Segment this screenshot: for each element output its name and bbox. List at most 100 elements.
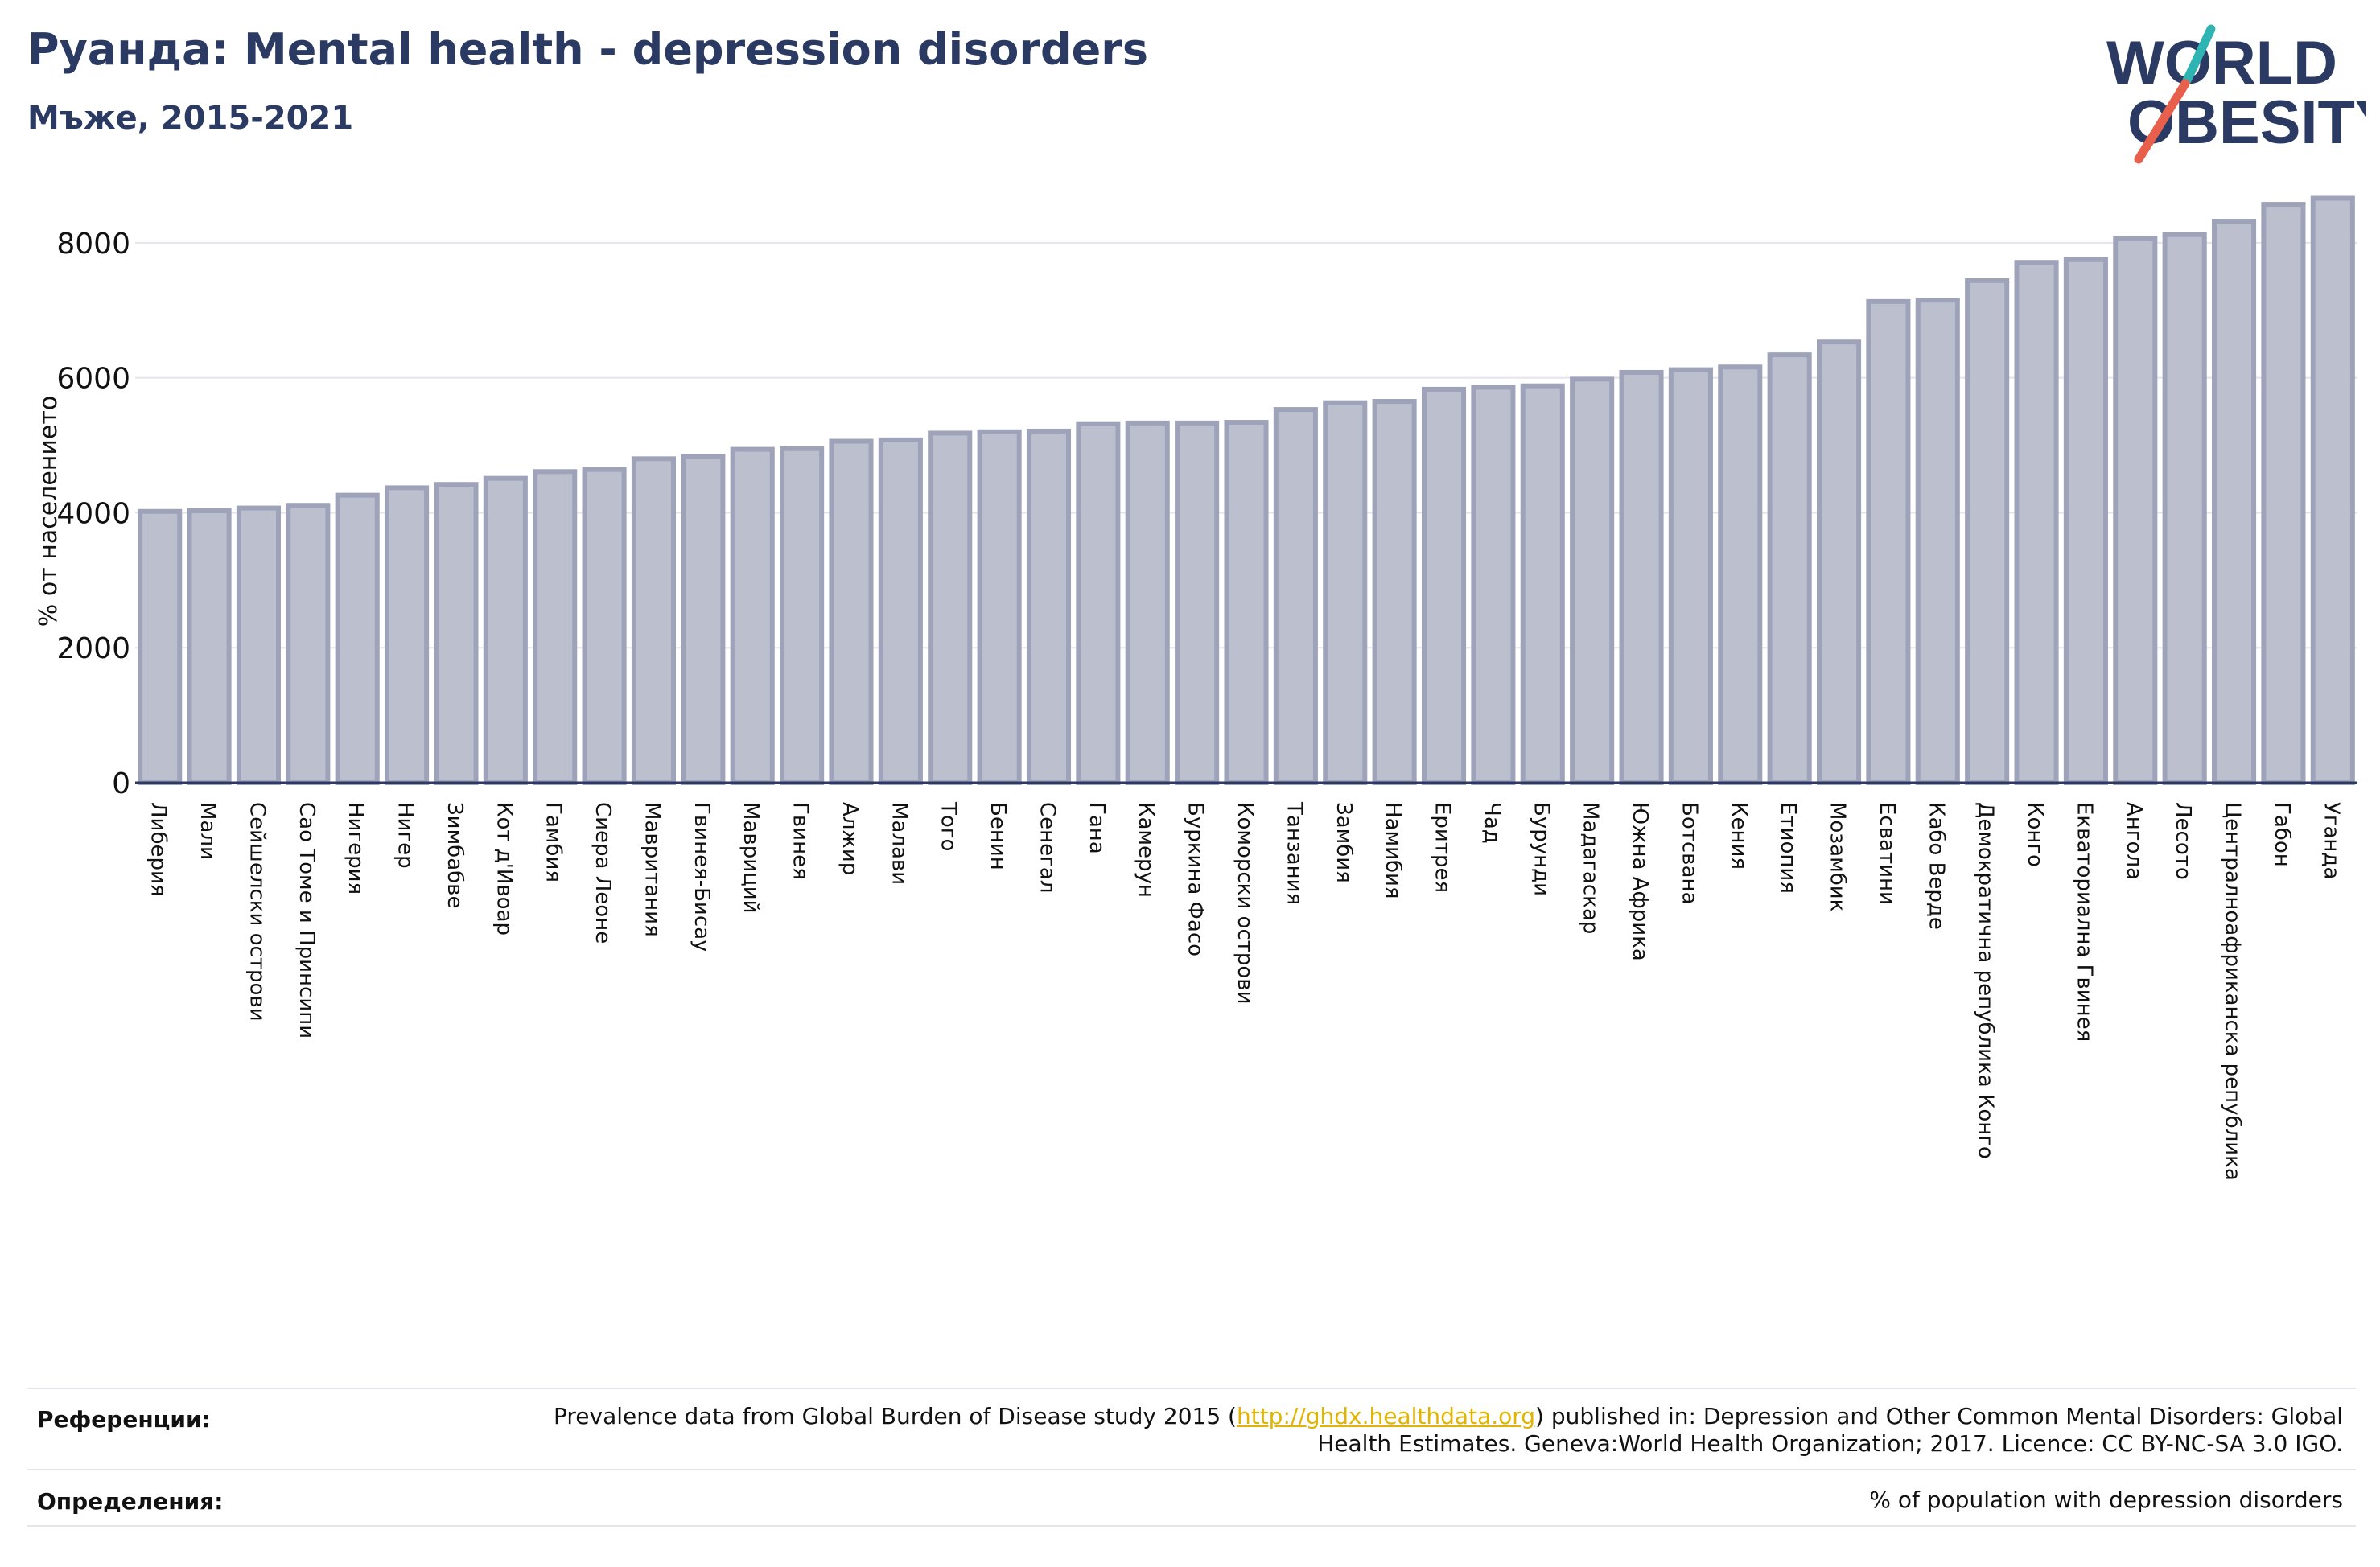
- definitions-bottom-divider: [27, 1525, 2356, 1527]
- x-tick-label: Бурунди: [1529, 802, 1553, 896]
- bar: [1520, 383, 1565, 785]
- bar: [1175, 420, 1220, 785]
- references-text-after: ) published in: Depression and Other Com…: [1317, 1403, 2343, 1457]
- x-tick-label: Демократична република Конго: [1974, 802, 1998, 1159]
- bar: [2310, 195, 2355, 785]
- bar: [1767, 352, 1812, 785]
- chart-subtitle: Мъже, 2015-2021: [27, 100, 354, 137]
- x-tick-label: Гамбия: [541, 802, 566, 882]
- logo-slash-coral: [2134, 79, 2190, 164]
- x-tick-label: Коморски острови: [1233, 802, 1257, 1005]
- x-tick-label: Екваториална Гвинея: [2072, 802, 2096, 1042]
- bar: [681, 453, 726, 785]
- x-tick-label: Намибия: [1381, 802, 1405, 899]
- logo-slash-teal: [2182, 24, 2216, 85]
- bar: [286, 503, 331, 785]
- x-tick-label: Бенин: [986, 802, 1010, 870]
- bar: [434, 482, 479, 785]
- bar: [236, 505, 281, 785]
- x-tick-label: Гана: [1085, 802, 1109, 854]
- bar: [1915, 298, 1960, 785]
- bar: [138, 508, 183, 785]
- bar: [1619, 369, 1664, 785]
- bar: [2014, 260, 2059, 785]
- bar: [2212, 219, 2257, 785]
- bar: [1668, 367, 1713, 786]
- x-tick-label: Мадагаскар: [1579, 802, 1603, 934]
- world-obesity-logo: WORLD OBESITY: [2106, 24, 2366, 164]
- logo-word-obesity: OBESITY: [2127, 88, 2366, 157]
- bar: [1965, 278, 2010, 786]
- y-tick-label: 0: [112, 767, 130, 800]
- bar: [780, 446, 825, 785]
- x-tick-label: Танзания: [1282, 801, 1306, 905]
- x-tick-label: Централноафриканска република: [2221, 802, 2245, 1181]
- x-tick-label: Буркина Фасо: [1184, 802, 1208, 956]
- references-middle-divider: [27, 1469, 2356, 1470]
- references-top-divider: [27, 1388, 2356, 1389]
- x-tick-label: Мавритания: [640, 802, 664, 937]
- y-tick-label: 4000: [56, 497, 130, 530]
- x-tick-label: Мозамбик: [1826, 802, 1850, 911]
- y-tick-label: 8000: [56, 228, 130, 261]
- x-tick-label: Нигерия: [344, 802, 368, 895]
- bar: [1471, 385, 1516, 785]
- x-tick-label: Ботсвана: [1677, 802, 1701, 904]
- x-tick-label: Малави: [887, 802, 911, 885]
- x-tick-label: Мавриций: [739, 802, 763, 914]
- bar: [187, 508, 232, 786]
- x-tick-label: Мали: [196, 802, 220, 860]
- x-tick-label: Есватини: [1875, 802, 1899, 905]
- x-tick-label: Того: [937, 801, 961, 851]
- bar: [1323, 400, 1368, 785]
- bar: [1076, 421, 1121, 785]
- x-tick-label: Сао Томе и Принсипи: [294, 802, 319, 1038]
- bar: [2162, 232, 2207, 786]
- y-tick-label: 6000: [56, 363, 130, 396]
- x-tick-label: Чад: [1480, 802, 1504, 844]
- bar: [631, 456, 677, 785]
- bar: [1224, 420, 1269, 785]
- x-tick-label: Кения: [1727, 802, 1751, 870]
- bar: [1718, 364, 1763, 785]
- bar: [1816, 339, 1862, 785]
- x-tick-label: Гвинея: [789, 802, 813, 880]
- bar: [335, 492, 380, 786]
- x-tick-label: Кабо Верде: [1924, 802, 1948, 930]
- x-tick-label: Уганда: [2319, 802, 2343, 879]
- x-tick-label: Сенегал: [1035, 802, 1059, 893]
- bar: [1570, 376, 1615, 785]
- logo-word-world: WORLD: [2106, 29, 2337, 97]
- x-tick-label: Сиера Леоне: [591, 802, 615, 944]
- bar: [2113, 236, 2158, 786]
- bar: [1125, 420, 1170, 785]
- x-tick-label: Алжир: [838, 802, 862, 875]
- bar: [1372, 399, 1417, 785]
- bar: [2261, 202, 2306, 786]
- definitions-text: % of population with depression disorder…: [1869, 1487, 2343, 1513]
- x-tick-label: Еритрея: [1431, 802, 1455, 893]
- bar: [385, 485, 430, 786]
- references-link[interactable]: http://ghdx.healthdata.org: [1236, 1403, 1536, 1429]
- bar: [1866, 298, 1911, 786]
- references-text-before: Prevalence data from Global Burden of Di…: [554, 1403, 1237, 1429]
- x-tick-label: Гвинея-Бисау: [690, 802, 714, 952]
- x-tick-label: Сейшелски острови: [245, 802, 269, 1022]
- x-tick-label: Замбия: [1332, 802, 1356, 883]
- bar: [730, 446, 775, 785]
- x-tick-label: Камерун: [1134, 802, 1158, 898]
- bar-chart: 0 2000 4000 6000 8000 % от населението Либерия…: [35, 195, 2357, 1181]
- x-tick-label: Либерия: [146, 802, 171, 897]
- bar: [878, 437, 923, 785]
- bar: [2063, 257, 2108, 786]
- y-tick-label: 2000: [56, 632, 130, 665]
- x-tick-label: Зимбабве: [443, 802, 467, 909]
- x-tick-label: Нигер: [393, 802, 418, 869]
- bar: [483, 475, 528, 786]
- definitions-label: Определения:: [37, 1488, 224, 1515]
- bar: [533, 469, 578, 785]
- y-axis-label: % от населението: [35, 396, 63, 627]
- x-tick-label: Етиопия: [1776, 802, 1800, 894]
- x-tick-label: Южна Африка: [1628, 802, 1652, 961]
- bar: [1421, 386, 1467, 785]
